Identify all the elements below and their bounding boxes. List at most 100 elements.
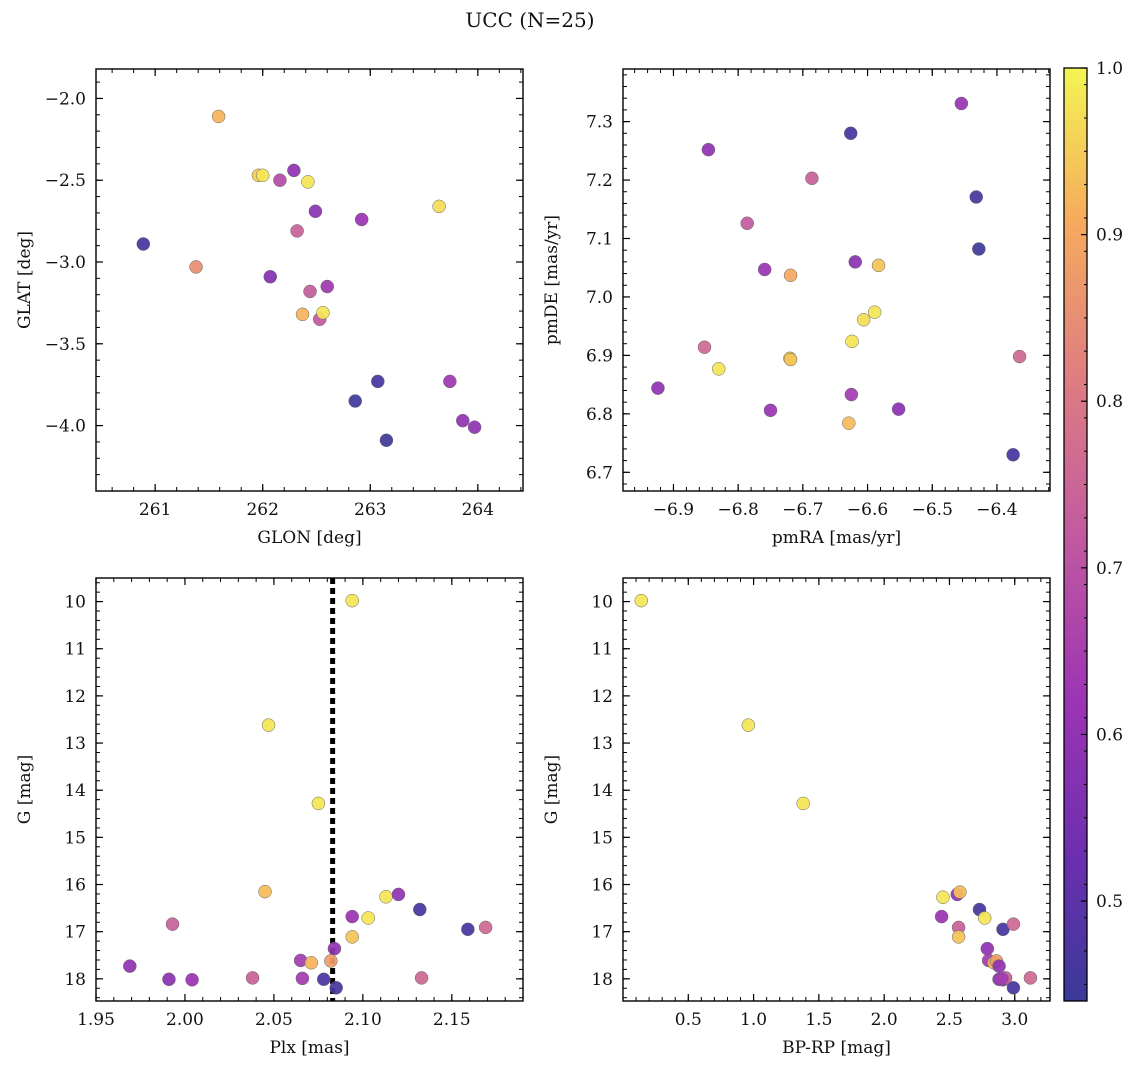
y-axis-label: G [mag]	[542, 755, 562, 824]
x-axis-label: Plx [mas]	[269, 1038, 349, 1058]
scatter-point	[842, 416, 856, 430]
y-tick-label: 12	[64, 687, 86, 707]
x-tick-label: 261	[139, 500, 171, 520]
scatter-point	[1012, 349, 1027, 364]
scatter-point	[848, 255, 863, 269]
scatter-point	[379, 890, 393, 904]
scatter-point	[634, 593, 649, 608]
y-tick-label: 14	[591, 781, 613, 801]
scatter-point	[258, 884, 272, 899]
y-tick-label: −2.0	[45, 89, 86, 109]
y-axis-label: GLAT [deg]	[15, 231, 35, 329]
x-tick-label: 262	[246, 500, 278, 520]
scatter-point	[287, 163, 301, 178]
x-axis-label: pmRA [mas/yr]	[772, 528, 901, 548]
y-tick-label: 6.8	[586, 405, 613, 425]
scatter-point	[361, 911, 375, 925]
scatter-point	[329, 981, 343, 995]
y-tick-label: 18	[591, 970, 613, 990]
colorbar-tick-label: 0.6	[1096, 725, 1123, 745]
scatter-point	[136, 237, 151, 251]
y-tick-label: −3.0	[45, 253, 86, 273]
scatter-point	[867, 305, 882, 319]
scatter-point	[308, 204, 323, 219]
scatter-point	[295, 307, 310, 322]
y-tick-label: 13	[591, 734, 613, 754]
scatter-point	[371, 374, 385, 389]
x-tick-label: 2.10	[344, 1010, 382, 1030]
panel-plx-g: 1.95 2.00 2.05 2.10 2.15 10 11 12 13 14 15 16 17 18 Pl…	[15, 577, 524, 1058]
x-tick-label: −6.7	[782, 500, 823, 520]
scatter-point	[379, 433, 394, 448]
scatter-point	[414, 971, 429, 985]
scatter-point	[320, 279, 334, 294]
scatter-point	[783, 268, 798, 283]
y-axis-label: G [mag]	[15, 755, 35, 824]
scatter-point	[316, 305, 330, 320]
plot-frame	[622, 68, 1051, 492]
panel-glon-glat: 261 262 263 264 −4.0 −3.5 −3.0 −2.5 −2.0 GLON [de…	[15, 68, 524, 548]
scatter-point	[994, 971, 1009, 986]
scatter-point	[845, 334, 859, 349]
scatter-point	[443, 374, 457, 389]
scatter-point	[345, 909, 359, 924]
scatter-point	[796, 796, 810, 811]
scatter-point	[701, 142, 716, 157]
scatter-point	[1006, 448, 1020, 462]
scatter-point	[805, 171, 819, 186]
scatter-point	[891, 402, 906, 416]
scatter-point	[972, 242, 986, 256]
y-tick-label: 7.0	[586, 288, 613, 308]
scatter-point	[953, 885, 967, 899]
figure-title: UCC (N=25)	[465, 8, 594, 32]
x-tick-label: −6.8	[718, 500, 759, 520]
scatter-point	[697, 340, 712, 354]
x-tick-label: 1.95	[77, 1010, 115, 1030]
scatter-point	[783, 352, 798, 367]
y-tick-label: −2.5	[45, 171, 86, 191]
y-tick-label: 7.2	[586, 171, 613, 191]
scatter-point	[354, 212, 369, 227]
plot-frame	[95, 577, 524, 1002]
y-tick-label: 17	[64, 923, 86, 943]
x-tick-label: −6.9	[653, 500, 694, 520]
x-tick-label: 2.05	[255, 1010, 293, 1030]
plot-frame	[95, 68, 524, 492]
x-tick-label: 2.00	[166, 1010, 204, 1030]
x-tick-label: 2.15	[433, 1010, 471, 1030]
scatter-point	[740, 216, 754, 231]
x-tick-label: −6.6	[847, 500, 888, 520]
scatter-point	[871, 258, 886, 273]
scatter-point	[211, 109, 226, 124]
y-tick-label: 6.9	[586, 346, 613, 366]
x-tick-label: 2.5	[936, 1010, 963, 1030]
scatter-point	[413, 902, 427, 917]
y-tick-label: 18	[64, 970, 86, 990]
scatter-point	[261, 718, 276, 732]
y-tick-label: −4.0	[45, 417, 86, 437]
colorbar-tick-label: 0.8	[1096, 392, 1123, 412]
y-tick-label: 15	[591, 828, 613, 848]
scatter-point	[741, 718, 756, 732]
scatter-point	[345, 930, 359, 944]
y-tick-label: 17	[591, 923, 613, 943]
scatter-point	[189, 260, 203, 274]
y-axis-label: pmDE [mas/yr]	[542, 215, 562, 345]
y-tick-label: 11	[591, 640, 613, 660]
plot-frame	[622, 577, 1051, 1002]
x-tick-label: −6.4	[976, 500, 1017, 520]
scatter-point	[969, 190, 983, 204]
scatter-point	[348, 394, 362, 408]
scatter-point	[165, 917, 180, 931]
data-points	[634, 593, 1038, 995]
scatter-point	[1006, 981, 1021, 995]
y-tick-label: 10	[591, 593, 613, 613]
scatter-point	[843, 126, 858, 141]
data-points	[136, 109, 482, 448]
y-tick-label: 13	[64, 734, 86, 754]
scatter-point	[456, 413, 470, 428]
x-tick-label: 263	[354, 500, 386, 520]
y-tick-label: 7.3	[586, 113, 613, 133]
scatter-point	[391, 887, 406, 902]
